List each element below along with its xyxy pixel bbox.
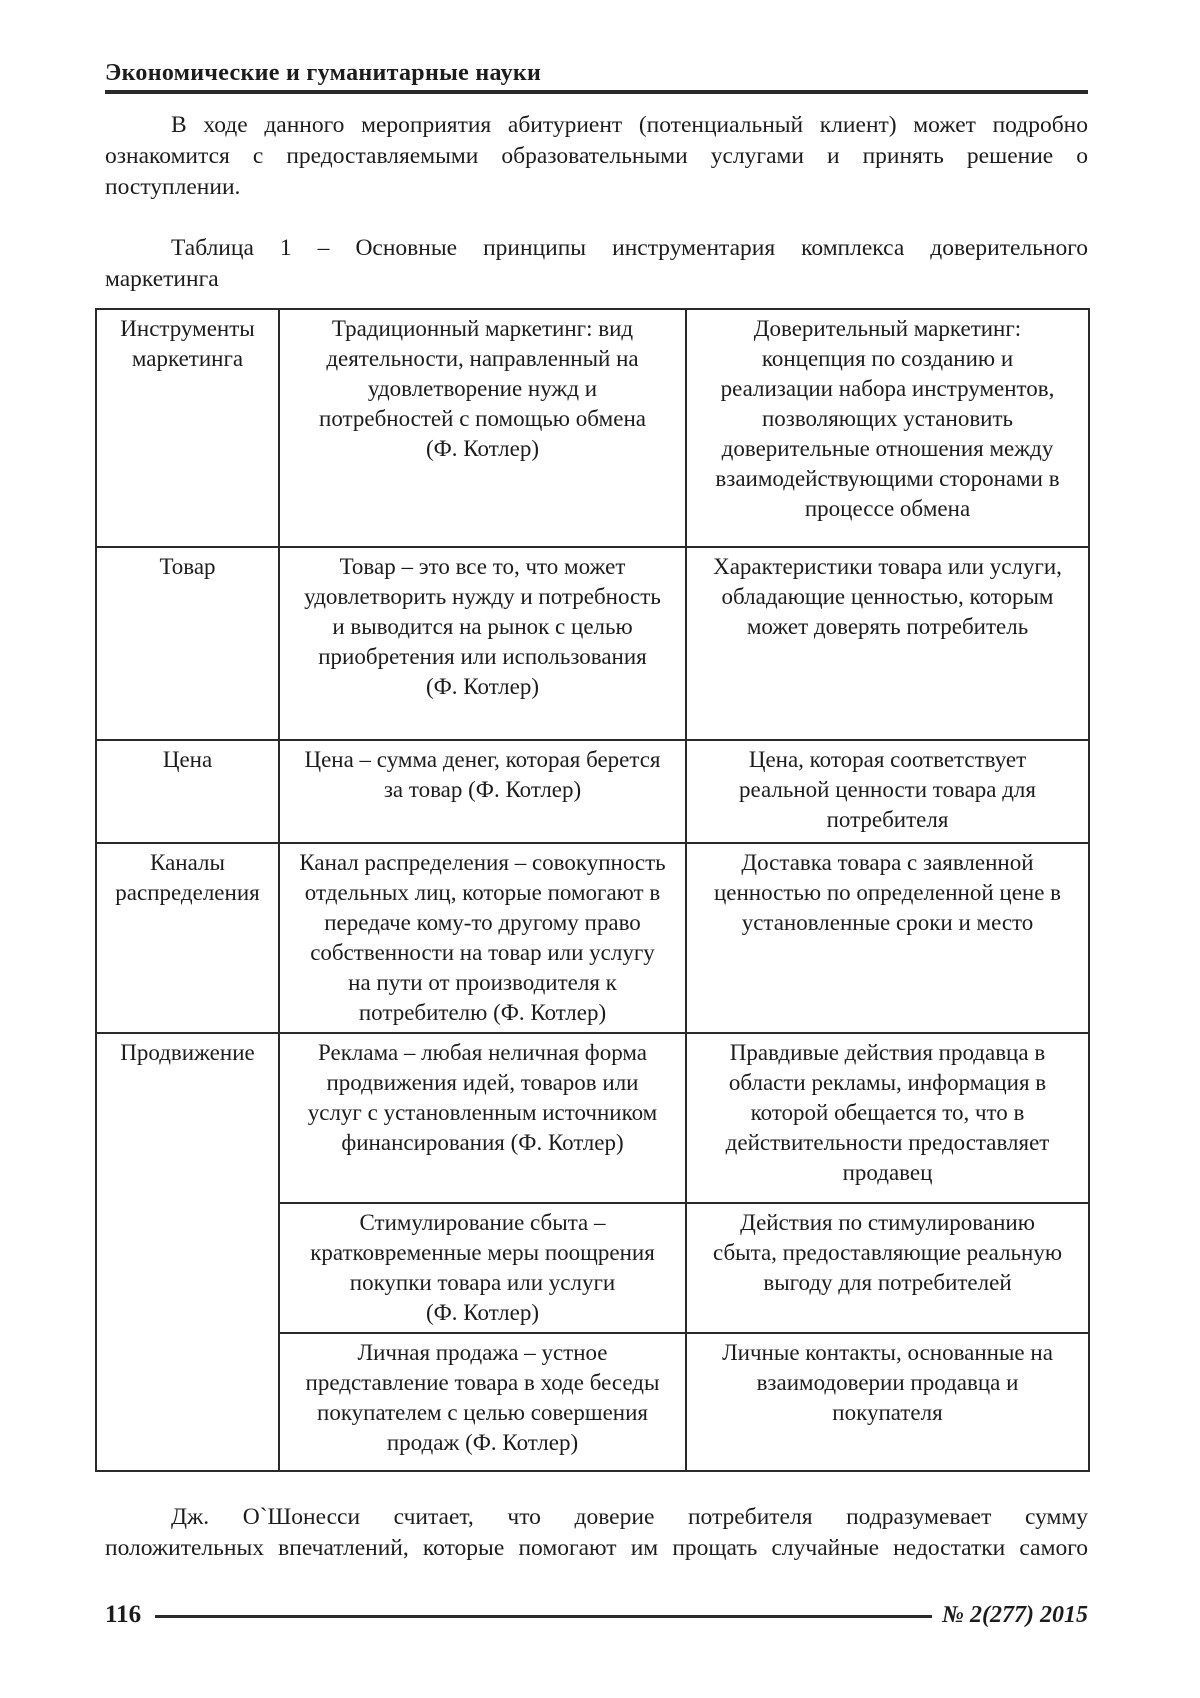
running-head: Экономические и гуманитарные науки xyxy=(105,60,542,86)
issue-label: № 2(277) 2015 xyxy=(942,1601,1088,1628)
text-line: Дж. О`Шонесси считает, что доверие потре… xyxy=(171,1504,1088,1530)
text-line: Таблица 1 – Основные принципы инструмент… xyxy=(171,235,1088,261)
text-line: положительных впечатлений, которые помог… xyxy=(105,1535,1088,1561)
text-line: поступлении. xyxy=(105,174,241,200)
header-cell-instruments: Инструменты маркетинга xyxy=(95,308,280,548)
table-row-price: Цена Цена – сумма денег, которая берется… xyxy=(95,739,1090,844)
table-row-promotion-sales-stimulation: Стимулирование сбыта – кратковременные м… xyxy=(96,1202,1090,1334)
cell-trust: Цена, которая соответствует реальной цен… xyxy=(685,739,1090,844)
cell-traditional: Товар – это все то, что может удовлетвор… xyxy=(278,546,687,741)
cell-instrument: Каналы распределения xyxy=(95,842,280,1034)
cell-instrument: Товар xyxy=(95,546,280,741)
cell-trust: Действия по стимулированию сбыта, предос… xyxy=(685,1202,1090,1334)
running-head-rule xyxy=(105,90,1088,94)
cell-traditional: Реклама – любая неличная форма продвижен… xyxy=(278,1032,687,1204)
header-cell-trust-marketing: Доверительный маркетинг: концепция по со… xyxy=(685,308,1090,548)
cell-trust: Доставка товара с заявленной ценностью п… xyxy=(685,842,1090,1034)
text-line: маркетинга xyxy=(105,266,219,292)
cell-traditional: Канал распределения – совокупность отдел… xyxy=(278,842,687,1034)
footer-rule xyxy=(155,1614,933,1618)
table-row-promotion-advertising: Продвижение Реклама – любая неличная фор… xyxy=(95,1032,1090,1472)
table-row-distribution-channels: Каналы распределения Канал распределения… xyxy=(95,842,1090,1034)
table-row-product: Товар Товар – это все то, что может удов… xyxy=(95,546,1090,741)
cell-instrument: Цена xyxy=(95,739,280,844)
header-cell-traditional-marketing: Традиционный маркетинг: вид деятельности… xyxy=(278,308,687,548)
page-content: Экономические и гуманитарные науки В ход… xyxy=(95,0,1090,1564)
page-footer: 116 № 2(277) 2015 xyxy=(105,1601,1088,1629)
text-line: В ходе данного мероприятия абитуриент (п… xyxy=(171,112,1088,138)
page-number: 116 xyxy=(105,1601,142,1628)
table-header-row: Инструменты маркетинга Традиционный марк… xyxy=(95,308,1090,548)
intro-paragraph: В ходе данного мероприятия абитуриент (п… xyxy=(105,110,1088,203)
cell-trust: Характеристики товара или услуги, облада… xyxy=(685,546,1090,741)
marketing-principles-table: Инструменты маркетинга Традиционный марк… xyxy=(95,308,1090,1472)
cell-trust: Личные контакты, основанные на взаимодов… xyxy=(685,1332,1090,1472)
cell-traditional: Личная продажа – устное представление то… xyxy=(278,1332,687,1472)
text-line: ознакомится с предоставляемыми образоват… xyxy=(105,143,1088,169)
table-caption: Таблица 1 – Основные принципы инструмент… xyxy=(105,233,1088,295)
table-row-promotion-personal-selling: Личная продажа – устное представление то… xyxy=(96,1332,1090,1472)
closing-paragraph: Дж. О`Шонесси считает, что доверие потре… xyxy=(105,1502,1088,1564)
cell-traditional: Цена – сумма денег, которая берется за т… xyxy=(278,739,687,844)
cell-traditional: Стимулирование сбыта – кратковременные м… xyxy=(278,1202,687,1334)
cell-trust: Правдивые действия продавца в области ре… xyxy=(685,1032,1090,1204)
cell-instrument: Продвижение xyxy=(95,1032,280,1472)
